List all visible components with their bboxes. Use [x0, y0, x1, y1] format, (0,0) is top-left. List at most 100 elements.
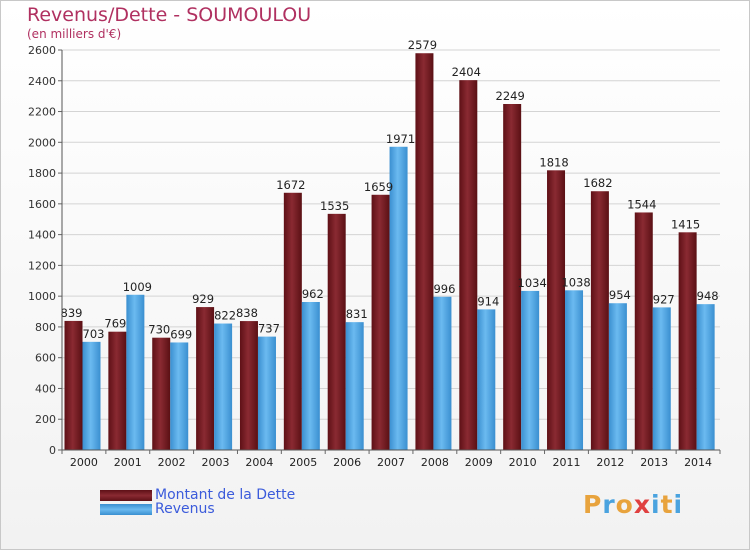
bar-revenus — [257, 336, 276, 450]
bar-revenus — [389, 146, 408, 450]
y-tick-label: 1800 — [28, 167, 56, 180]
data-label-revenus: 1038 — [561, 275, 590, 289]
bars-layer — [64, 53, 715, 451]
legend-item-revenus: Revenus — [100, 501, 215, 517]
data-label-dette: 769 — [104, 317, 126, 331]
data-label-revenus: 703 — [83, 327, 105, 341]
bar-revenus — [82, 341, 101, 450]
data-label-revenus: 737 — [258, 322, 280, 336]
data-label-dette: 2579 — [408, 38, 437, 52]
data-label-revenus: 948 — [697, 289, 719, 303]
y-tick-label: 600 — [35, 352, 56, 365]
bar-revenus — [433, 296, 452, 450]
logo-letter: P — [583, 490, 603, 519]
data-label-revenus: 927 — [653, 292, 675, 306]
logo-letter: i — [673, 490, 684, 519]
x-tick-label: 2008 — [421, 456, 449, 469]
legend-swatch-revenus — [100, 503, 152, 515]
data-label-revenus: 962 — [302, 287, 324, 301]
bar-revenus — [652, 307, 671, 450]
bar-revenus — [301, 302, 320, 450]
y-tick-label: 200 — [35, 413, 56, 426]
data-label-dette: 1659 — [364, 180, 393, 194]
x-tick-label: 2005 — [289, 456, 317, 469]
bar-revenus — [608, 303, 627, 450]
bar-revenus — [345, 322, 364, 450]
x-tick-label: 2007 — [377, 456, 405, 469]
logo-letter: t — [660, 490, 674, 519]
data-label-revenus: 914 — [477, 294, 499, 308]
bar-dette — [634, 212, 653, 450]
bar-dette — [283, 192, 302, 450]
x-tick-label: 2013 — [640, 456, 668, 469]
data-label-revenus: 954 — [609, 288, 631, 302]
bar-revenus — [696, 304, 715, 450]
bar-dette — [678, 232, 697, 450]
x-tick-label: 2006 — [333, 456, 361, 469]
bar-revenus — [565, 290, 584, 450]
data-label-dette: 839 — [61, 306, 83, 320]
data-label-revenus: 1971 — [386, 132, 415, 146]
bar-dette — [503, 104, 522, 450]
y-tick-label: 1400 — [28, 229, 56, 242]
y-tick-label: 2400 — [28, 75, 56, 88]
bar-dette — [64, 320, 83, 450]
bar-dette — [459, 80, 478, 451]
bar-revenus — [170, 342, 189, 450]
x-tick-label: 2003 — [202, 456, 230, 469]
y-tick-label: 1000 — [28, 290, 56, 303]
chart-unit: (en milliers d'€) — [27, 27, 122, 41]
data-label-revenus: 1009 — [123, 280, 152, 294]
y-tick-label: 2200 — [28, 106, 56, 119]
x-tick-label: 2012 — [596, 456, 624, 469]
bar-dette — [415, 53, 434, 450]
data-label-dette: 1672 — [276, 178, 305, 192]
data-label-dette: 1682 — [583, 176, 612, 190]
bar-dette — [327, 213, 346, 450]
y-tick-label: 1200 — [28, 259, 56, 272]
data-label-revenus: 822 — [214, 309, 236, 323]
data-label-dette: 2249 — [496, 89, 525, 103]
legend-swatch-dette — [100, 489, 152, 501]
bar-revenus — [126, 294, 145, 450]
data-label-dette: 1818 — [539, 155, 568, 169]
x-tick-label: 2009 — [465, 456, 493, 469]
data-label-revenus: 831 — [346, 307, 368, 321]
data-label-dette: 1544 — [627, 197, 656, 211]
x-tick-label: 2000 — [70, 456, 98, 469]
data-label-dette: 1415 — [671, 217, 700, 231]
data-label-revenus: 1034 — [518, 276, 547, 290]
data-label-dette: 730 — [148, 323, 170, 337]
x-tick-label: 2010 — [509, 456, 537, 469]
y-tick-label: 2600 — [28, 44, 56, 57]
data-label-dette: 2404 — [452, 65, 481, 79]
bar-revenus — [477, 309, 496, 450]
x-tick-label: 2002 — [158, 456, 186, 469]
proxiti-logo: Proxiti — [583, 490, 683, 519]
logo-letter: x — [633, 490, 651, 519]
data-label-dette: 838 — [236, 306, 258, 320]
data-label-dette: 929 — [192, 292, 214, 306]
x-tick-label: 2011 — [552, 456, 580, 469]
bar-dette — [152, 337, 171, 450]
data-label-revenus: 699 — [170, 327, 192, 341]
y-tick-label: 400 — [35, 382, 56, 395]
data-label-revenus: 996 — [433, 282, 455, 296]
y-tick-label: 1600 — [28, 198, 56, 211]
data-label-dette: 1535 — [320, 199, 349, 213]
bar-dette — [239, 321, 258, 450]
logo-letter: r — [602, 490, 616, 519]
bar-dette — [590, 191, 609, 450]
x-tick-label: 2014 — [684, 456, 712, 469]
x-tick-label: 2004 — [245, 456, 273, 469]
bar-dette — [547, 170, 566, 451]
legend-label-revenus: Revenus — [155, 501, 215, 517]
bar-dette — [108, 331, 127, 450]
legend-label-dette: Montant de la Dette — [155, 487, 296, 503]
x-tick-label: 2001 — [114, 456, 142, 469]
logo-letter: o — [615, 490, 634, 519]
y-tick-label: 800 — [35, 321, 56, 334]
bar-revenus — [214, 323, 233, 450]
